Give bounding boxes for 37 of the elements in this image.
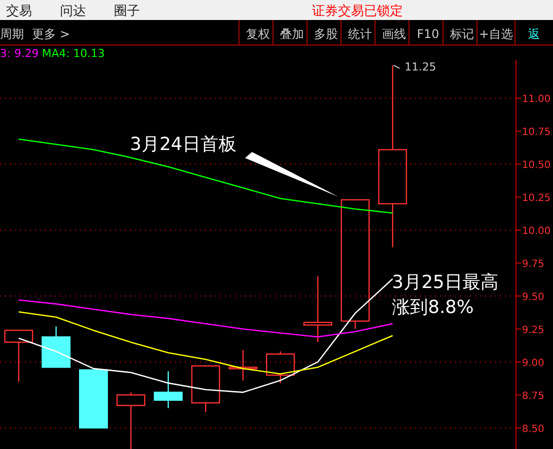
text: 周期 [0,27,24,41]
text: 返 [528,27,540,41]
candlestick [228,350,258,382]
text: 证券交易已锁定 [312,3,403,19]
text: 画线 [382,27,406,41]
text: 多股 [314,27,338,41]
y-tick-label: 10.75 [522,127,551,138]
annotation: 11.25 [404,60,436,74]
text: 3: 9.29 [0,47,39,60]
line-series [18,311,394,374]
text: 问达 [60,4,86,19]
y-tick-label: 10.50 [522,160,551,172]
text: 复权 [246,27,270,41]
line-series [18,299,394,338]
candlestick [303,276,332,343]
y-tick-label: 9.50 [522,292,544,304]
text: 统计 [348,27,372,41]
text: 叠加 [280,27,304,41]
y-tick-label: 9.00 [522,358,544,369]
text: MA4: 10.13 [42,47,105,60]
y-tick-label: 9.75 [522,259,544,270]
y-tick-label: 8.75 [522,390,544,402]
y-tick-label: 8.50 [522,424,544,435]
text: F10 [416,27,440,41]
y-tick-label: 10.00 [522,226,551,238]
annotation: 涨到8.8% [392,297,474,318]
annotation: 3月24日首板 [130,134,236,155]
y-tick-label: 9.25 [522,325,544,336]
annotation: 3月25日最高 [392,272,498,293]
candlestick [154,370,183,409]
text: 圈子 [114,4,140,19]
text: 交易 [6,3,32,19]
text: 标记 [449,27,474,41]
y-tick-label: 10.25 [522,193,551,204]
text: 更多 > [32,27,70,41]
y-tick-label: 11.00 [522,94,551,106]
text: +自选 [478,27,514,41]
